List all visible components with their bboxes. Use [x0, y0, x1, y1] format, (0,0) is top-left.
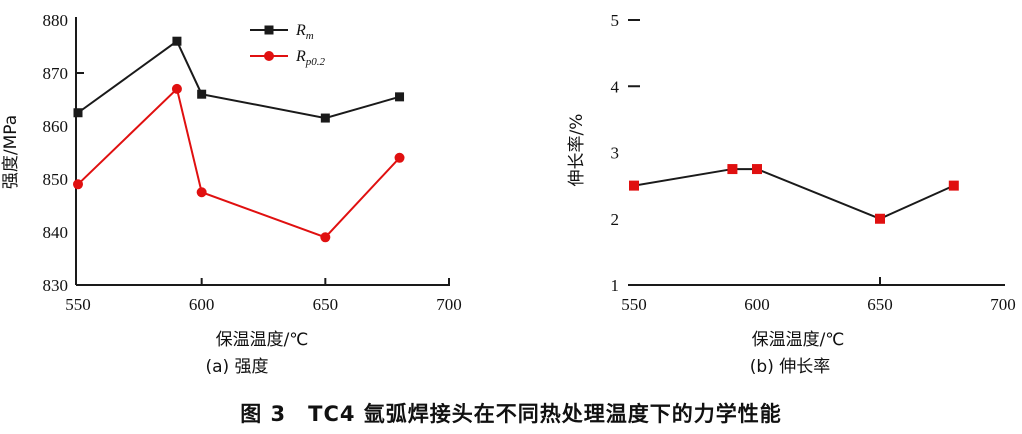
y-tick-label: 5 [611, 11, 620, 30]
x-axis-title: 保温温度/℃ [216, 330, 309, 350]
data-point-marker-Rp0.2 [394, 152, 405, 163]
y-tick-label: 860 [43, 117, 69, 136]
data-point-marker-Rp0.2 [73, 179, 83, 190]
x-tick-label: 550 [65, 295, 91, 314]
data-point-marker-Rp0.2 [196, 187, 207, 198]
y-tick-label: 840 [43, 223, 69, 242]
y-tick-label: 3 [611, 144, 620, 163]
data-point-marker-A [875, 213, 885, 224]
x-tick-label: 650 [867, 295, 893, 314]
data-point-marker-A [727, 164, 738, 175]
data-point-marker-Rm [197, 89, 207, 99]
data-point-marker-Rp0.2 [320, 232, 331, 243]
x-tick-label: 600 [189, 295, 215, 314]
x-tick-label: 700 [436, 295, 462, 314]
y-tick-label: 830 [43, 276, 69, 295]
x-tick-label: 700 [990, 295, 1016, 314]
y-axis-title: 强度/MPa [1, 115, 21, 189]
data-point-marker-Rp0.2 [171, 83, 182, 94]
y-tick-label: 2 [611, 210, 620, 229]
data-point-marker-Rm [320, 113, 330, 123]
x-tick-label: 650 [313, 295, 339, 314]
x-tick-label: 600 [744, 295, 770, 314]
legend-marker-Rm [264, 25, 274, 35]
y-axis-title: 伸长率/% [567, 114, 587, 187]
data-point-marker-Rm [172, 36, 182, 46]
legend-label-Rm: Rm [295, 22, 314, 42]
y-tick-label: 870 [43, 64, 69, 83]
data-point-marker-A [948, 180, 959, 191]
data-point-marker-A [629, 180, 639, 191]
chart-subtitle: (b) 伸长率 [750, 357, 830, 377]
figure-caption: 图 3 TC4 氩弧焊接头在不同热处理温度下的力学性能 [240, 402, 782, 426]
y-tick-label: 850 [43, 170, 69, 189]
x-axis-title: 保温温度/℃ [752, 330, 845, 350]
data-point-marker-Rm [73, 108, 83, 118]
legend-label-Rp0.2: Rp0.2 [295, 48, 326, 68]
data-point-marker-Rm [395, 92, 405, 102]
chart-subtitle: (a) 强度 [205, 357, 268, 377]
series-line-A [633, 168, 955, 220]
x-tick-label: 550 [621, 295, 647, 314]
y-tick-label: 880 [43, 11, 69, 30]
y-tick-label: 1 [611, 276, 620, 295]
legend-marker-Rp0.2 [264, 51, 274, 61]
y-tick-label: 4 [611, 77, 620, 96]
data-point-marker-A [752, 164, 762, 175]
series-line-Rm [77, 39, 400, 120]
